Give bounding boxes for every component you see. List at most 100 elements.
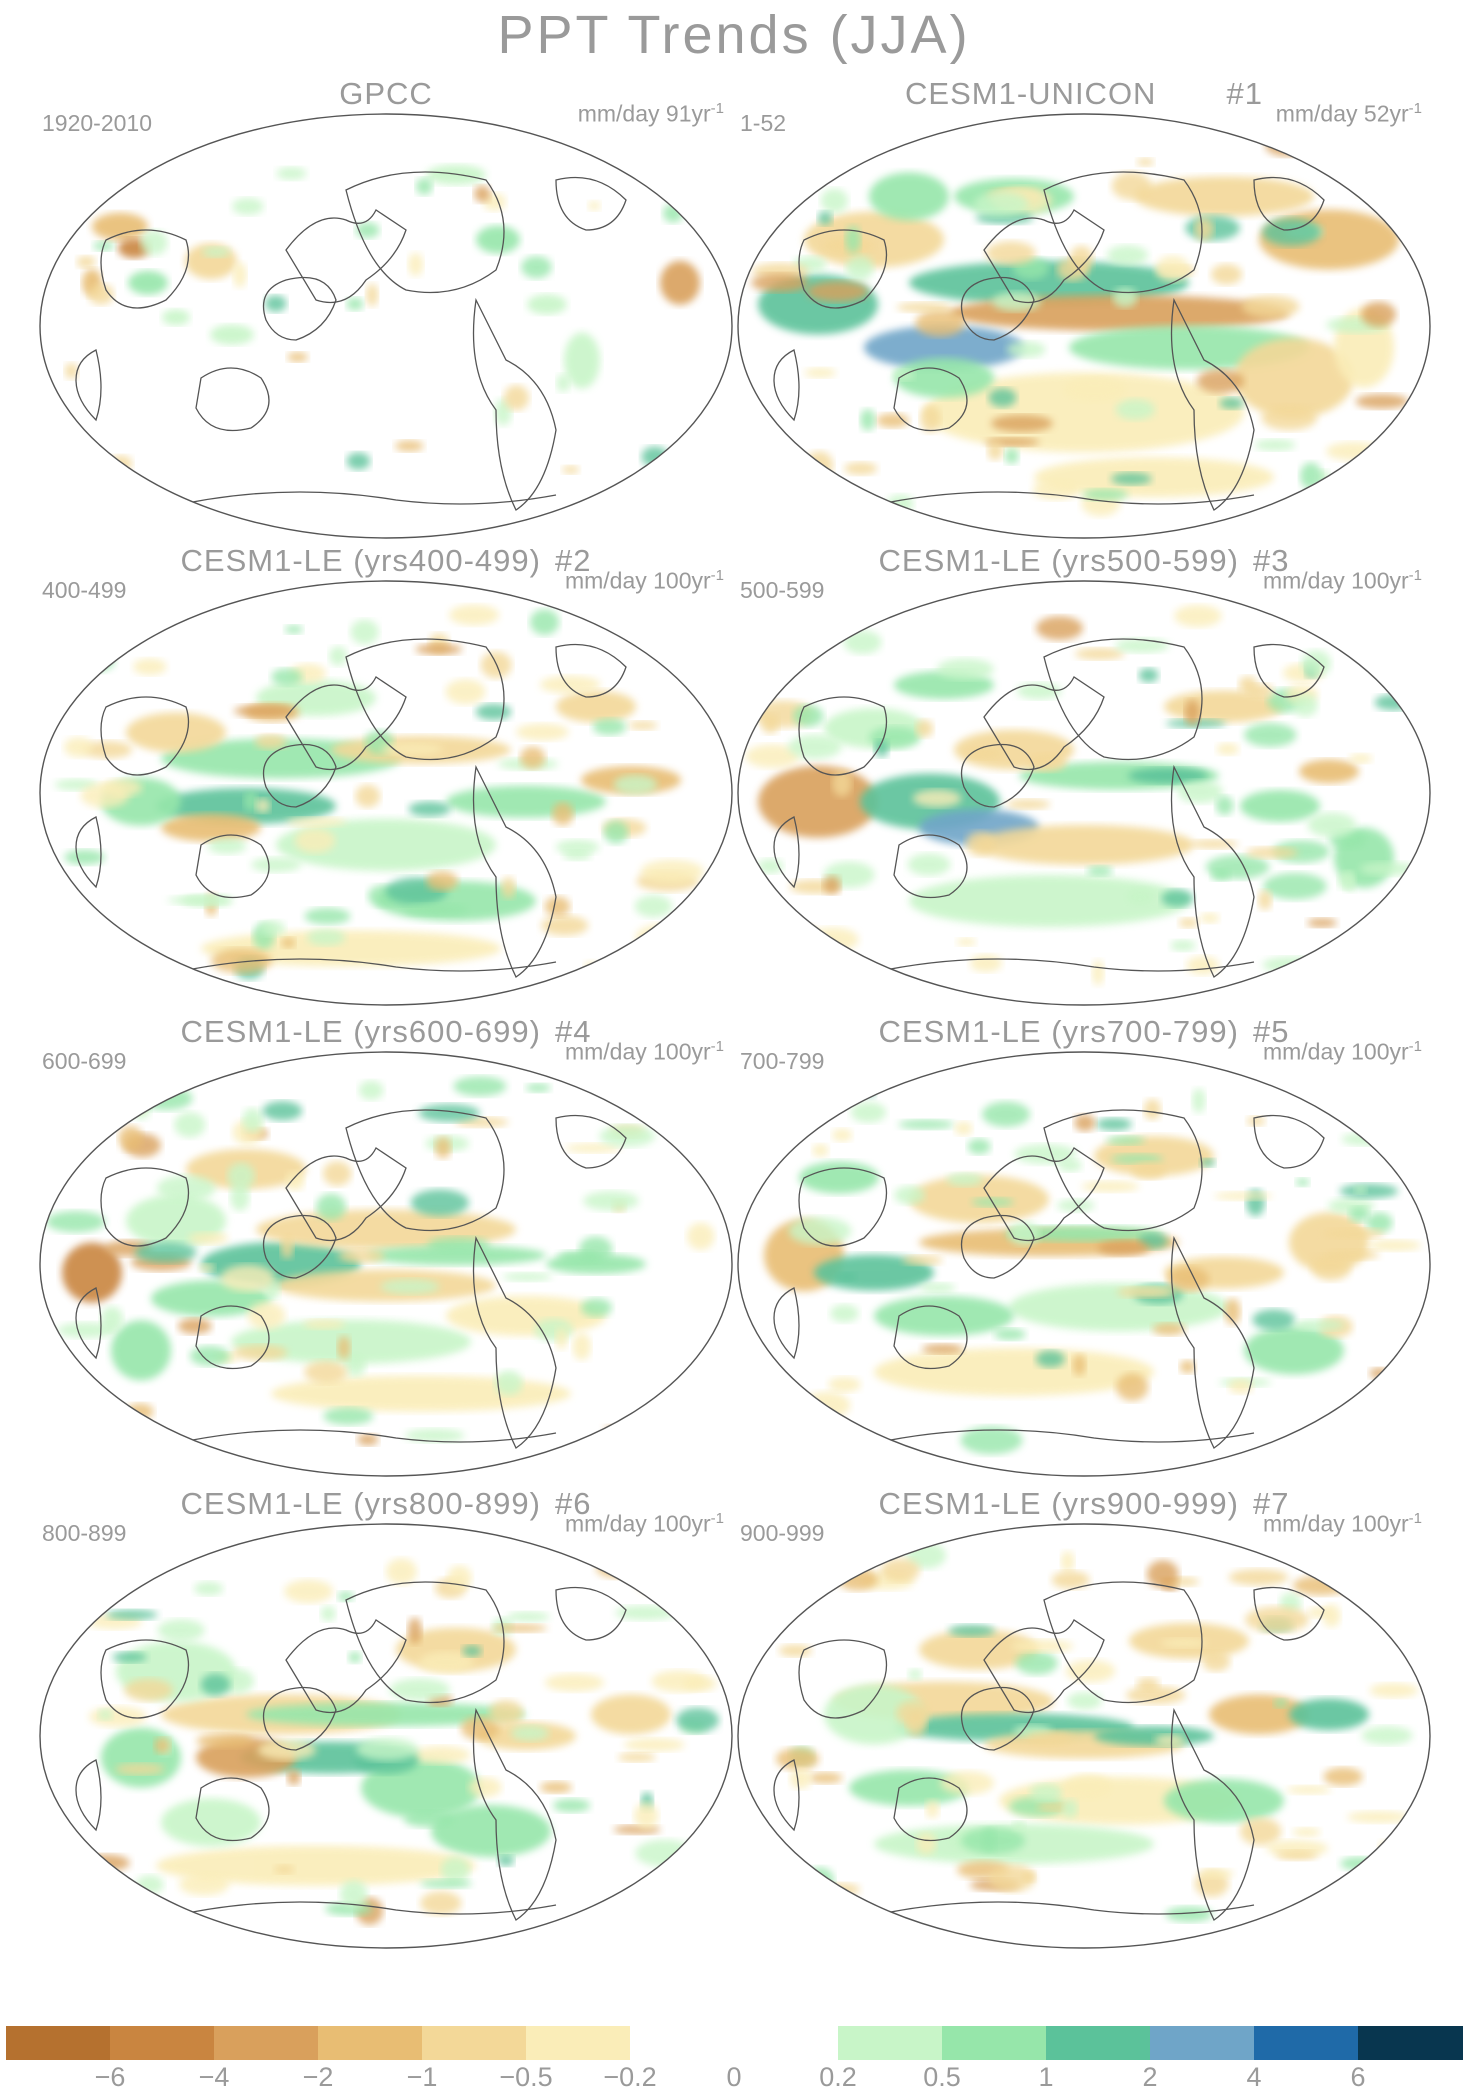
trend-blob <box>503 385 530 411</box>
trend-blob <box>1112 287 1138 308</box>
coastline <box>853 1901 1255 1921</box>
trend-blob <box>751 273 809 293</box>
trend-blob <box>193 1581 224 1596</box>
trend-blob <box>174 1112 206 1138</box>
trend-blob <box>529 609 560 636</box>
trend-blob <box>775 1747 820 1770</box>
trend-blob <box>837 1568 879 1591</box>
trend-blob <box>552 801 574 826</box>
trend-blob <box>1301 650 1332 677</box>
trend-blob <box>106 1609 158 1620</box>
trend-blob <box>1246 1116 1266 1126</box>
coastline <box>1170 764 1255 978</box>
trend-blob <box>788 1217 852 1245</box>
trend-blob <box>134 1242 197 1263</box>
trend-blob <box>981 1828 997 1852</box>
trend-blob <box>130 1092 151 1120</box>
trend-blob <box>564 332 600 389</box>
trend-blob <box>557 1250 600 1264</box>
trend-blob <box>506 1611 550 1622</box>
trend-blob <box>817 211 833 226</box>
panel-title: CESM1-LE (yrs400-499) #2 <box>180 543 592 578</box>
trend-blob <box>583 1191 639 1211</box>
trend-blob <box>460 1716 500 1741</box>
trend-blob <box>1219 397 1244 410</box>
trend-blob <box>596 1558 650 1579</box>
coastline <box>960 743 1035 808</box>
trend-blob <box>1292 1575 1349 1596</box>
trend-blob <box>1028 753 1067 772</box>
trend-blob <box>1369 1683 1419 1698</box>
trend-blob <box>1224 1298 1241 1325</box>
trend-blob <box>210 324 254 345</box>
trend-blob <box>348 1651 362 1663</box>
trend-blob <box>925 1799 940 1819</box>
trend-blob <box>804 367 837 378</box>
trend-blob <box>874 1295 1014 1336</box>
coastline <box>798 1639 888 1719</box>
map-outline <box>737 1051 1431 1477</box>
trend-blob <box>1241 295 1300 319</box>
trend-blob <box>112 1651 148 1663</box>
trend-blob <box>1252 1309 1296 1331</box>
trend-blob <box>420 1891 462 1915</box>
trend-blob <box>188 1232 229 1245</box>
trend-blob <box>1228 1379 1254 1394</box>
trend-blob <box>860 408 876 431</box>
coastline <box>555 176 627 231</box>
trend-blob <box>1074 1114 1096 1132</box>
panel-tag: #7 <box>1252 1486 1290 1521</box>
trend-blob <box>46 1210 106 1233</box>
trend-blob <box>1032 479 1079 500</box>
trend-blob <box>63 737 93 758</box>
trend-blob <box>415 178 433 195</box>
trend-blob <box>357 1433 379 1446</box>
trend-blob <box>57 1322 116 1338</box>
trend-blob <box>1322 1604 1341 1628</box>
trend-blob <box>1006 799 1051 810</box>
trend-blob <box>1245 846 1299 859</box>
trend-blob <box>322 1161 352 1186</box>
trend-blob <box>555 839 600 855</box>
trend-blob <box>124 1678 173 1702</box>
robinson-map <box>39 580 733 1006</box>
trend-blob <box>68 651 115 673</box>
trend-blob <box>320 1605 336 1622</box>
coastline <box>195 1777 270 1842</box>
trend-blob <box>832 769 852 797</box>
panel-units: mm/day 91yr-1 <box>577 100 724 127</box>
trend-blob <box>1184 699 1201 726</box>
trend-field <box>40 114 732 538</box>
trend-blob <box>1128 767 1208 784</box>
robinson-map <box>737 1051 1431 1477</box>
coastline <box>1253 1114 1325 1169</box>
trend-blob <box>316 1193 347 1221</box>
trend-blob <box>1065 1659 1116 1683</box>
colorbar-tick-label: −1 <box>406 2062 438 2092</box>
trend-blob <box>954 1121 973 1136</box>
trend-blob <box>1244 1326 1344 1375</box>
trend-blob <box>988 1864 1036 1892</box>
trend-blob <box>285 1170 305 1191</box>
panel-units: mm/day 100yr-1 <box>1262 1510 1422 1537</box>
coastline <box>285 209 407 304</box>
trend-blob <box>820 188 849 214</box>
trend-blob <box>1110 1153 1164 1164</box>
trend-blob <box>520 746 546 769</box>
trend-blob <box>358 1080 384 1101</box>
trend-blob <box>1106 1135 1145 1145</box>
trend-blob <box>389 1678 450 1701</box>
trend-blob <box>969 954 1003 972</box>
panel-tag: #1 <box>1226 76 1263 111</box>
trend-blob <box>642 1542 655 1571</box>
panel-units: mm/day 100yr-1 <box>564 567 724 594</box>
trend-blob <box>1386 203 1408 220</box>
trend-blob <box>426 871 458 892</box>
trend-blob <box>850 1102 887 1123</box>
trend-blob <box>64 849 106 865</box>
trend-blob <box>994 1328 1026 1341</box>
robinson-map <box>39 1051 733 1477</box>
trend-blob <box>1034 457 1274 498</box>
trend-blob <box>956 937 977 947</box>
trend-blob <box>967 1138 991 1155</box>
